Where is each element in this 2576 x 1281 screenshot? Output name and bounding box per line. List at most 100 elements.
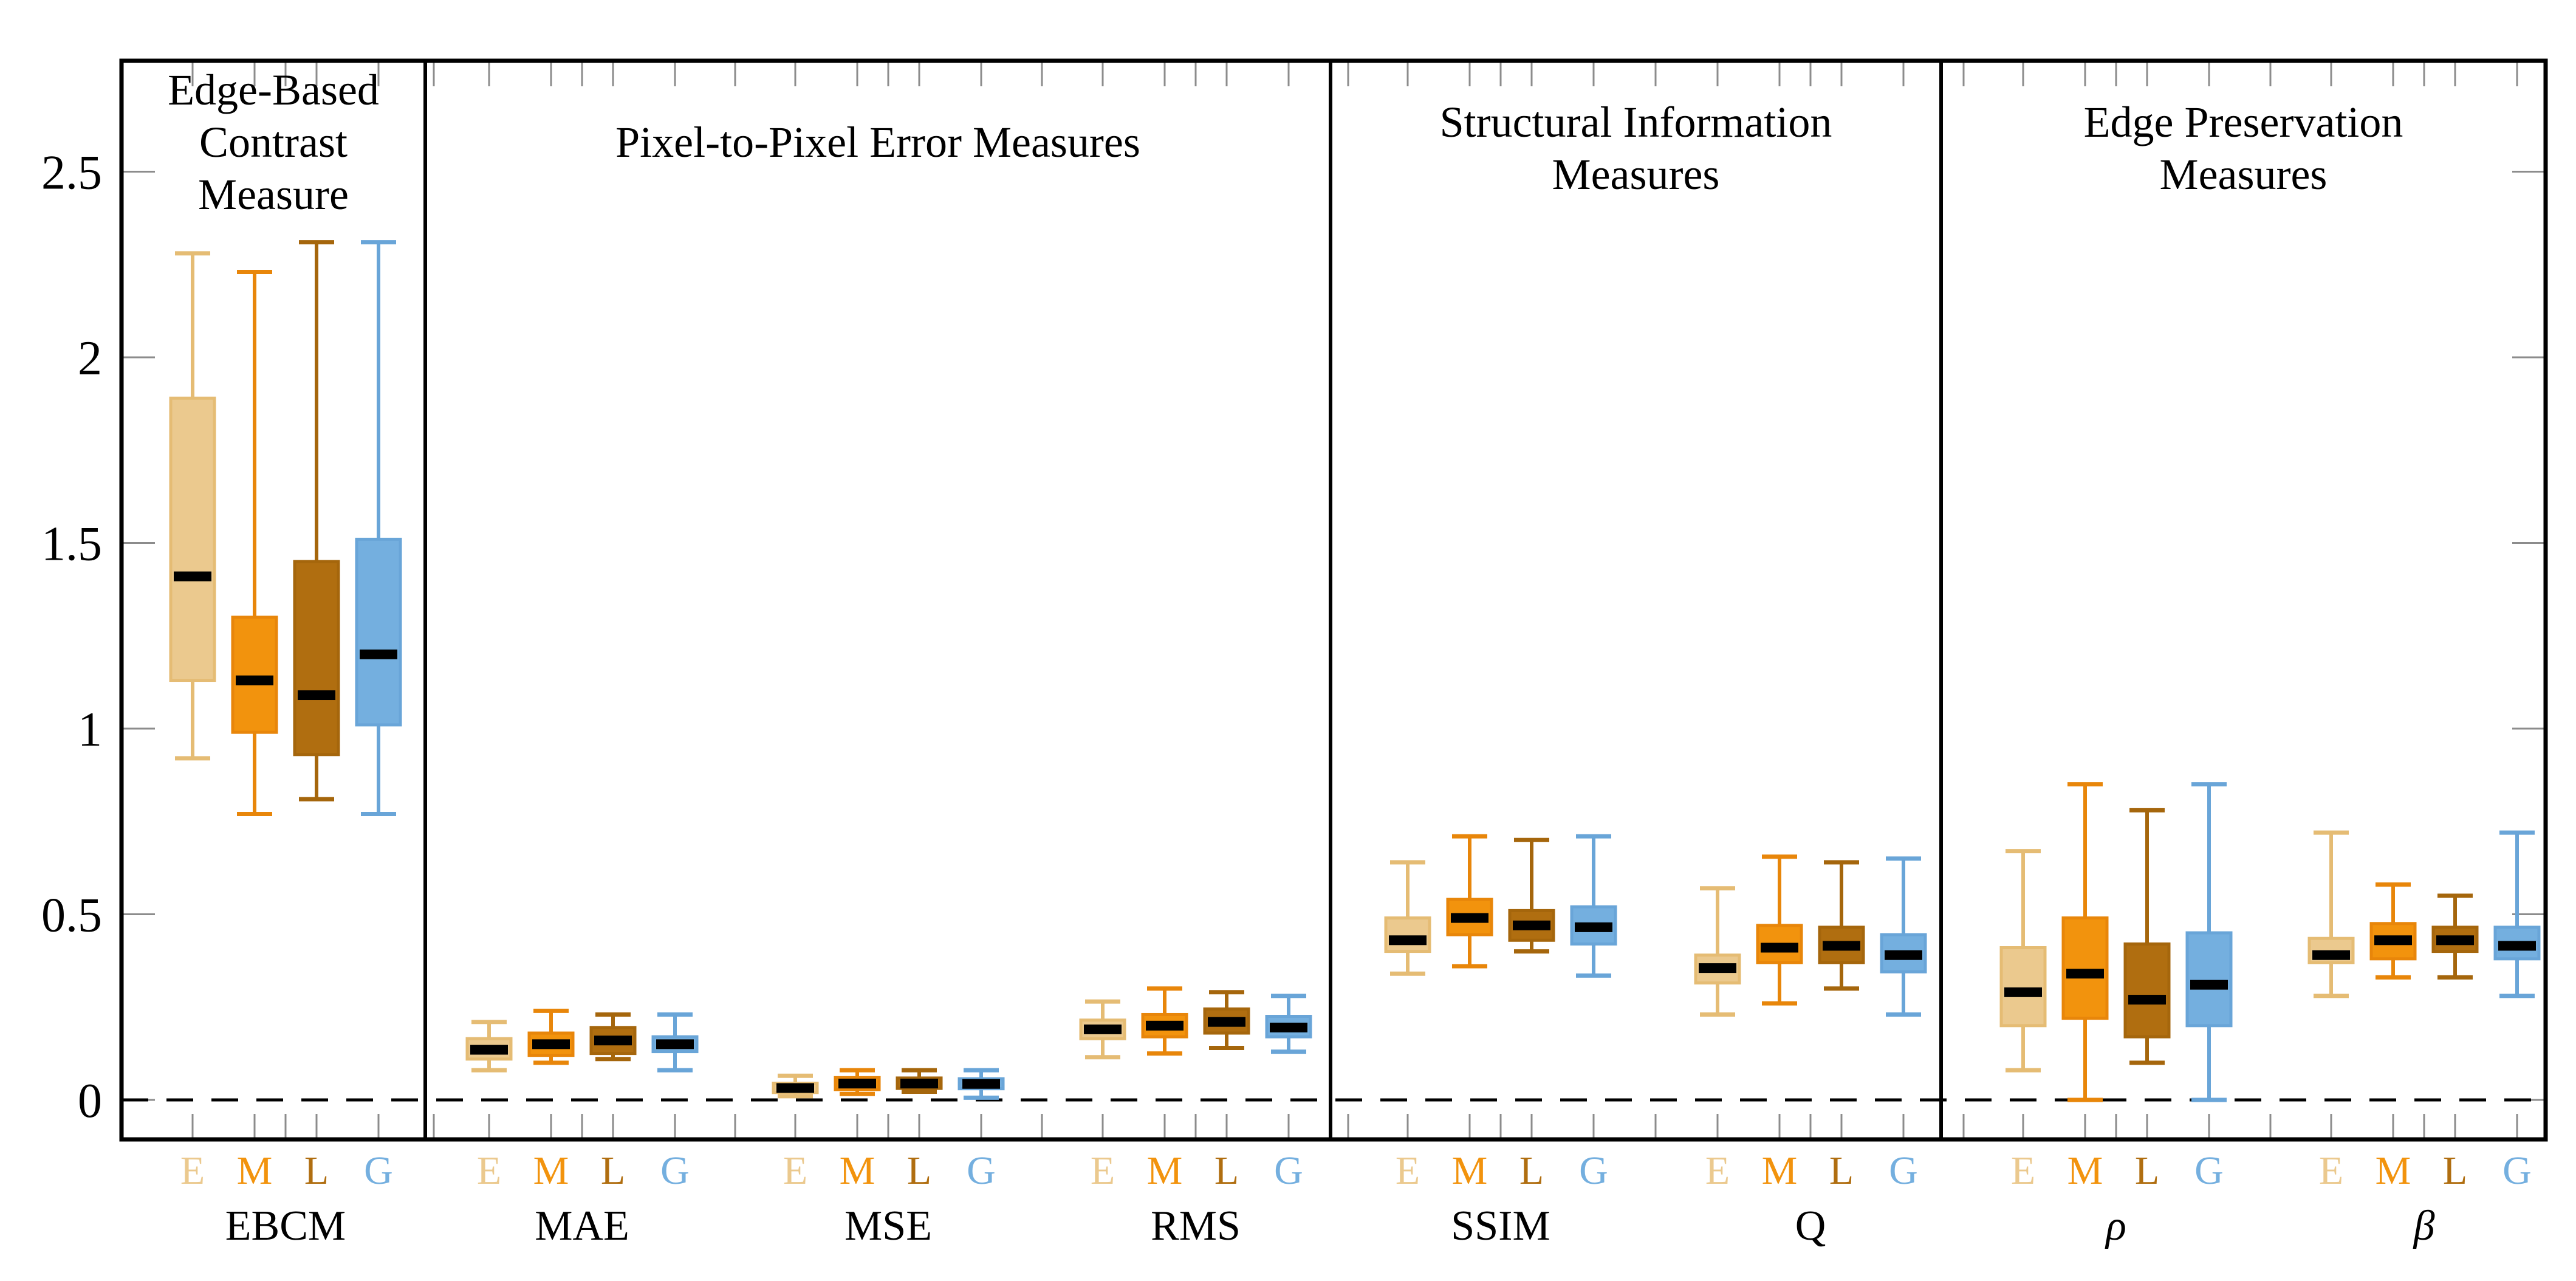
series-sublabel-RMS-M: M [1147,1149,1183,1193]
panel-title-line: Contrast [199,118,348,167]
series-sublabel-MAE-M: M [533,1149,569,1193]
panel-title-line: Edge Preservation [2084,98,2403,146]
box-SSIM-M [1446,834,1493,969]
box-EBCM-L [293,240,340,802]
box-RMS-M [1141,986,1188,1056]
series-sublabel-SSIM-L: L [1519,1149,1544,1193]
median-line [1389,935,1427,946]
series-sublabel-β-G: G [2502,1149,2532,1193]
box-SSIM-E [1384,860,1431,976]
series-sublabel-MSE-G: G [967,1149,996,1193]
series-sublabel-RMS-L: L [1214,1149,1239,1193]
median-line [656,1039,694,1049]
group-label-EBCM: EBCM [225,1203,346,1249]
iqr-box [2061,916,2109,1020]
y-tick-label: 2.5 [41,146,102,200]
box-MAE-M [527,1008,575,1065]
box-MSE-G [957,1068,1005,1100]
iqr-box [1384,916,1431,953]
box-ρ-G [2185,782,2233,1102]
box-EBCM-E [169,251,216,761]
series-sublabel-Q-M: M [1762,1149,1798,1193]
median-line [1575,922,1612,932]
median-line [1270,1022,1307,1032]
iqr-box [293,560,340,757]
median-line [1084,1024,1122,1034]
box-ρ-E [1999,849,2047,1073]
series-sublabel-MAE-E: E [477,1149,501,1193]
box-MAE-G [651,1012,699,1073]
panel-title-line: Measures [2160,150,2328,199]
median-line [2190,980,2228,990]
median-line [1208,1017,1245,1027]
series-sublabel-ρ-L: L [2135,1149,2159,1193]
series-sublabel-Q-E: E [1705,1149,1730,1193]
iqr-box [2123,942,2171,1039]
box-Q-G [1880,856,1927,1017]
iqr-box [231,616,278,734]
median-line [1513,920,1550,930]
median-line [470,1045,508,1055]
series-sublabel-ρ-M: M [2067,1149,2103,1193]
box-EBCM-G [355,240,402,817]
series-sublabel-MSE-L: L [907,1149,931,1193]
median-line [2436,935,2474,946]
series-sublabel-EBCM-M: M [237,1149,273,1193]
panel-title-line: Measure [198,170,349,219]
series-sublabel-SSIM-M: M [1452,1149,1488,1193]
iqr-box [2185,931,2233,1028]
box-RMS-E [1079,999,1126,1060]
panel-title-line: Edge-Based [168,66,379,114]
box-MSE-L [896,1068,943,1094]
iqr-box [169,396,216,682]
series-sublabel-EBCM-E: E [180,1149,205,1193]
y-tick-label: 0.5 [41,889,102,943]
series-sublabel-Q-G: G [1889,1149,1918,1193]
y-tick-label: 1 [78,703,102,757]
series-sublabel-ρ-G: G [2194,1149,2224,1193]
median-line [838,1079,876,1089]
box-SSIM-L [1508,837,1555,954]
series-sublabel-MAE-G: G [660,1149,690,1193]
median-line [2312,950,2350,960]
series-sublabel-RMS-E: E [1091,1149,1115,1193]
median-line [532,1039,570,1049]
median-line [900,1079,938,1089]
box-MAE-E [465,1020,513,1073]
box-ρ-M [2061,782,2109,1102]
plot-frame [119,58,2548,1142]
group-label-MSE: MSE [844,1203,932,1249]
iqr-box [1999,946,2047,1028]
box-β-G [2493,830,2541,998]
series-sublabel-EBCM-G: G [364,1149,393,1193]
median-line [298,690,335,701]
series-sublabel-SSIM-G: G [1579,1149,1608,1193]
panel-title-line: Pixel-to-Pixel Error Measures [615,118,1140,167]
box-RMS-L [1203,990,1250,1050]
panel-title-line: Measures [1552,150,1720,199]
box-SSIM-G [1570,834,1617,978]
median-line [962,1079,1000,1089]
box-β-L [2431,893,2479,980]
series-sublabel-β-M: M [2376,1149,2411,1193]
box-RMS-G [1265,994,1312,1054]
y-tick-label: 1.5 [41,518,102,571]
box-EBCM-M [231,269,278,817]
series-sublabel-SSIM-E: E [1396,1149,1420,1193]
box-Q-E [1694,886,1741,1017]
median-line [1761,943,1798,953]
median-line [2004,987,2042,997]
panel-title-line: Structural Information [1440,98,1832,146]
group-label-ρ: ρ [2105,1203,2126,1249]
median-line [2066,969,2104,979]
median-line [1146,1020,1184,1031]
box-MAE-L [589,1012,637,1062]
median-line [1823,941,1860,951]
box-β-E [2307,830,2355,998]
series-sublabel-EBCM-L: L [304,1149,329,1193]
median-line [1451,913,1488,923]
median-line [776,1083,814,1093]
